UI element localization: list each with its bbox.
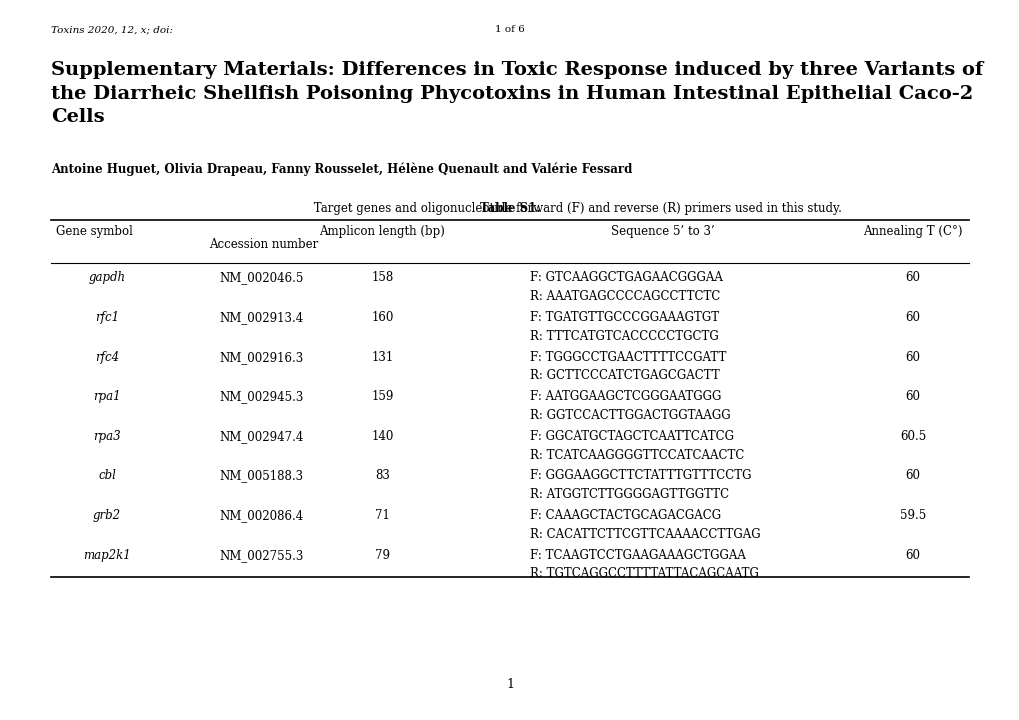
Text: 60: 60 [905,549,919,562]
Text: F: GTCAAGGCTGAGAACGGGAA: F: GTCAAGGCTGAGAACGGGAA [530,271,722,284]
Text: 60.5: 60.5 [899,430,925,443]
Text: NM_002755.3: NM_002755.3 [219,549,304,562]
Text: map2k1: map2k1 [84,549,130,562]
Text: R: AAATGAGCCCCAGCCTTCTC: R: AAATGAGCCCCAGCCTTCTC [530,290,720,303]
Text: 60: 60 [905,469,919,482]
Text: Target genes and oligonucleotide forward (F) and reverse (R) primers used in thi: Target genes and oligonucleotide forward… [310,202,842,215]
Text: grb2: grb2 [93,509,121,522]
Text: 158: 158 [371,271,393,284]
Text: Sequence 5’ to 3’: Sequence 5’ to 3’ [610,225,714,238]
Text: NM_002046.5: NM_002046.5 [219,271,304,284]
Text: R: GGTCCACTTGGACTGGTAAGG: R: GGTCCACTTGGACTGGTAAGG [530,409,731,422]
Text: NM_005188.3: NM_005188.3 [219,469,303,482]
Text: 60: 60 [905,311,919,324]
Text: R: CACATTCTTCGTTCAAAACCTTGAG: R: CACATTCTTCGTTCAAAACCTTGAG [530,528,760,541]
Text: Amplicon length (bp): Amplicon length (bp) [319,225,445,238]
Text: 71: 71 [375,509,389,522]
Text: NM_002945.3: NM_002945.3 [219,390,304,403]
Text: Annealing T (C°): Annealing T (C°) [862,225,962,238]
Text: gapdh: gapdh [89,271,125,284]
Text: rpa1: rpa1 [93,390,121,403]
Text: Supplementary Materials: Differences in Toxic Response induced by three Variants: Supplementary Materials: Differences in … [51,61,982,127]
Text: rfc1: rfc1 [95,311,119,324]
Text: 79: 79 [375,549,389,562]
Text: NM_002947.4: NM_002947.4 [219,430,304,443]
Text: Gene symbol: Gene symbol [56,225,132,238]
Text: 60: 60 [905,390,919,403]
Text: R: TGTCAGGCCTTTTATTACAGCAATG: R: TGTCAGGCCTTTTATTACAGCAATG [530,567,758,580]
Text: 140: 140 [371,430,393,443]
Text: F: GGCATGCTAGCTCAATTCATCG: F: GGCATGCTAGCTCAATTCATCG [530,430,734,443]
Text: NM_002086.4: NM_002086.4 [219,509,304,522]
Text: Table S1.: Table S1. [479,202,540,215]
Text: F: GGGAAGGCTTCTATTTGTTTCCTG: F: GGGAAGGCTTCTATTTGTTTCCTG [530,469,751,482]
Text: NM_002916.3: NM_002916.3 [219,351,304,364]
Text: 83: 83 [375,469,389,482]
Text: R: TTTCATGTCACCCCCTGCTG: R: TTTCATGTCACCCCCTGCTG [530,330,718,343]
Text: NM_002913.4: NM_002913.4 [219,311,304,324]
Text: F: TGATGTTGCCCGGAAAGTGT: F: TGATGTTGCCCGGAAAGTGT [530,311,718,324]
Text: 160: 160 [371,311,393,324]
Text: rpa3: rpa3 [93,430,121,443]
Text: 1 of 6: 1 of 6 [494,25,525,34]
Text: Accession number: Accession number [209,238,318,251]
Text: 60: 60 [905,351,919,364]
Text: F: TCAAGTCCTGAAGAAAGCTGGAA: F: TCAAGTCCTGAAGAAAGCTGGAA [530,549,746,562]
Text: 60: 60 [905,271,919,284]
Text: Toxins 2020, 12, x; doi:: Toxins 2020, 12, x; doi: [51,25,173,34]
Text: F: AATGGAAGCTCGGGAATGGG: F: AATGGAAGCTCGGGAATGGG [530,390,721,403]
Text: 1: 1 [505,678,514,691]
Text: Antoine Huguet, Olivia Drapeau, Fanny Rousselet, Hélène Quenault and Valérie Fes: Antoine Huguet, Olivia Drapeau, Fanny Ro… [51,162,632,176]
Text: 159: 159 [371,390,393,403]
Text: 59.5: 59.5 [899,509,925,522]
Text: cbl: cbl [98,469,116,482]
Text: R: ATGGTCTTGGGGAGTTGGTTC: R: ATGGTCTTGGGGAGTTGGTTC [530,488,729,501]
Text: F: TGGGCCTGAACTTTTCCGATT: F: TGGGCCTGAACTTTTCCGATT [530,351,727,364]
Text: R: GCTTCCCATCTGAGCGACTT: R: GCTTCCCATCTGAGCGACTT [530,369,719,382]
Text: F: CAAAGCTACTGCAGACGACG: F: CAAAGCTACTGCAGACGACG [530,509,720,522]
Text: 131: 131 [371,351,393,364]
Text: R: TCATCAAGGGGTTCCATCAACTC: R: TCATCAAGGGGTTCCATCAACTC [530,449,744,462]
Text: rfc4: rfc4 [95,351,119,364]
